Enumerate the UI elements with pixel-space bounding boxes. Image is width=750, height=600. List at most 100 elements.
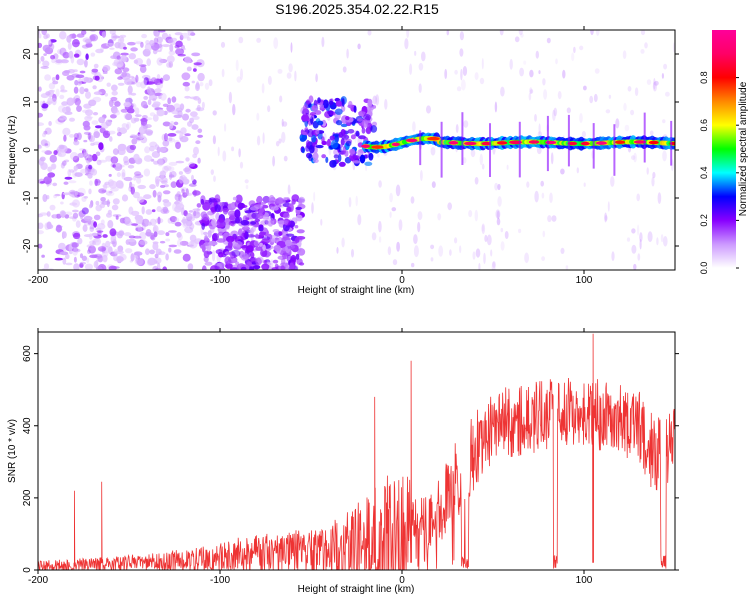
spectrogram-cell [42, 132, 46, 138]
spectrogram-cell [481, 224, 485, 232]
spectrogram-cell [518, 228, 522, 234]
spectrogram-cell [128, 84, 132, 92]
spectrogram-cell [640, 49, 645, 54]
spectrogram-cell [137, 184, 146, 190]
spectrogram-cell [509, 58, 513, 70]
spectrogram-cell [95, 125, 102, 129]
spectrogram-cell [661, 73, 665, 79]
spectrogram-cell [291, 194, 300, 202]
spectrogram-cell [321, 140, 327, 146]
spectrogram-cell [500, 241, 505, 251]
spectrogram-cell [38, 222, 44, 230]
spectrogram-cell [93, 260, 98, 269]
colorbar-tick-label: 0.8 [699, 71, 709, 84]
spectrogram-cell [168, 50, 176, 56]
spectrogram-cell [495, 209, 501, 219]
spectrogram-cell [76, 58, 85, 66]
spectrogram-cell [166, 62, 172, 68]
spectrogram-cell [81, 255, 87, 261]
spectrogram-cell [341, 237, 345, 248]
spectrogram-cell [174, 200, 183, 207]
spectrogram-cell [312, 158, 319, 163]
spectrogram-cell [459, 31, 464, 41]
spectrogram-cell [630, 109, 635, 116]
spectrogram-cell [626, 237, 631, 242]
spectrogram-cell [157, 158, 164, 167]
spectrogram-cell [185, 108, 191, 113]
spectrogram-cell [470, 149, 476, 158]
spectrogram-cell [215, 249, 223, 255]
spectrogram-cell [192, 211, 201, 219]
spectrogram-cell [109, 180, 118, 189]
spectrogram-cell [286, 72, 292, 79]
spectrogram-cell [185, 157, 190, 162]
spectrogram-y-tick-label: -10 [22, 190, 33, 205]
spectrogram-cell [160, 208, 170, 214]
spectrogram-cell [175, 40, 183, 48]
spectrogram-cell [83, 215, 93, 222]
spectrogram-cell [72, 39, 80, 48]
spectrogram-cell [87, 155, 93, 163]
spectrogram-cell [248, 200, 256, 207]
spectrogram-cell [589, 95, 594, 104]
spectrogram-cell [272, 229, 280, 233]
spectrogram-cell [159, 58, 168, 64]
spectrogram-cell [199, 82, 204, 87]
spectrogram-cell [529, 69, 534, 78]
spectrogram-cell [87, 132, 91, 140]
spectrogram-cell [184, 85, 190, 92]
spectrogram-cell [180, 32, 190, 39]
spectrogram-cell [42, 194, 48, 202]
spectrogram-cell [378, 180, 382, 188]
spectrogram-x-label: Height of straight line (km) [298, 285, 415, 296]
spectrogram-cell [395, 184, 401, 197]
spectrogram-cell [615, 118, 620, 129]
spectrogram-cell [143, 79, 148, 86]
spectrogram-cell [244, 179, 249, 184]
spectrogram-cell [80, 168, 88, 174]
spectrogram-cell [137, 158, 141, 163]
spectrogram-cell [337, 153, 342, 163]
spectrogram-cell [152, 190, 157, 198]
colorbar-tick-label: 0.2 [699, 214, 709, 227]
spectrogram-cell [590, 30, 594, 36]
spectrogram-cell [352, 160, 361, 164]
spectrogram-cell [154, 88, 162, 93]
spectrogram-cell [175, 48, 185, 56]
spectrogram-cell [112, 109, 120, 113]
spectrogram-cell [170, 181, 177, 189]
spectrogram-cell [583, 182, 586, 187]
spectrogram-cell [633, 152, 637, 163]
spectrogram-cell [193, 189, 197, 197]
spectrogram-cell [117, 245, 124, 253]
spectrogram-cell [119, 34, 127, 38]
spectrogram-cell [367, 98, 373, 107]
spectrogram-cell [251, 226, 256, 232]
spectrogram-cell [217, 146, 220, 157]
spectrogram-cell [59, 31, 67, 40]
spectrogram-cell [540, 180, 544, 187]
spectrogram-cell [311, 142, 318, 148]
spectrogram-cell [646, 167, 649, 175]
spectrogram-cell [48, 40, 52, 45]
spectrogram-cell [121, 71, 127, 78]
spectrogram-cell [133, 235, 142, 239]
spectrogram-cell [42, 60, 50, 68]
spectrogram-cell [294, 225, 299, 229]
spectrogram-cell [123, 176, 133, 182]
snr-axes: -200 -100 0 100 0 200 400 600 [22, 328, 679, 586]
spectrogram-cell [660, 234, 664, 243]
spectrogram-cell [201, 265, 207, 270]
spectrogram-cell [514, 36, 520, 43]
spectrogram-cell [98, 142, 104, 151]
spectrogram-streak [546, 115, 549, 172]
spectrogram-cell [203, 250, 210, 259]
spectrogram-cell [51, 77, 56, 82]
spectrogram-cell [69, 152, 79, 161]
spectrogram-cell [48, 121, 52, 126]
spectrogram-cell [40, 162, 48, 170]
spectrogram-cell [237, 202, 244, 211]
spectrogram-cell [117, 82, 125, 86]
spectrogram-cell [38, 86, 42, 92]
spectrogram-cell [75, 74, 85, 79]
